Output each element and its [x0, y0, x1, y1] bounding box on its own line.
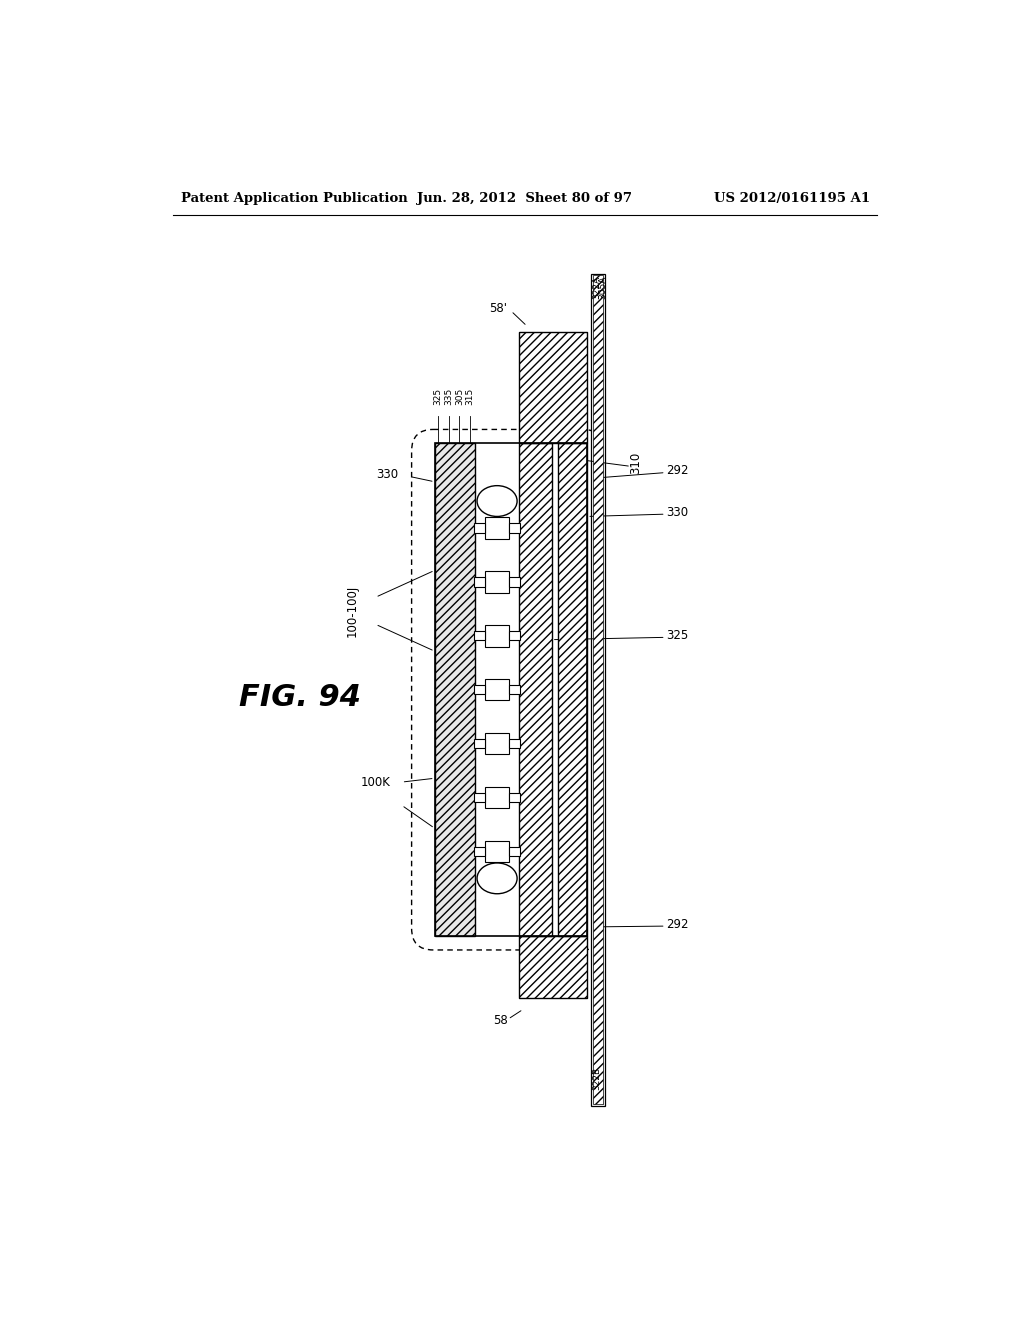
Bar: [591, 275, 605, 1106]
Bar: [484, 678, 509, 701]
Bar: [519, 331, 587, 444]
Bar: [484, 626, 509, 647]
Bar: [519, 444, 552, 936]
Bar: [474, 577, 520, 586]
Bar: [484, 678, 509, 701]
Bar: [474, 793, 520, 803]
Text: 292: 292: [666, 917, 688, 931]
Text: 322A: 322A: [593, 276, 601, 300]
Bar: [509, 524, 520, 533]
Bar: [519, 444, 552, 936]
Text: 325: 325: [666, 630, 688, 643]
Bar: [558, 444, 587, 936]
Text: FIG. 94: FIG. 94: [239, 682, 361, 711]
Bar: [474, 685, 520, 694]
Text: 58: 58: [493, 1014, 508, 1027]
Bar: [475, 444, 519, 936]
Text: Patent Application Publication: Patent Application Publication: [180, 191, 408, 205]
Bar: [558, 444, 587, 936]
Bar: [519, 936, 587, 998]
Bar: [474, 685, 484, 694]
Bar: [509, 739, 520, 748]
Bar: [474, 577, 484, 586]
Bar: [519, 331, 587, 444]
Text: 292: 292: [666, 463, 688, 477]
Bar: [474, 739, 520, 748]
Text: Jun. 28, 2012  Sheet 80 of 97: Jun. 28, 2012 Sheet 80 of 97: [418, 191, 632, 205]
Bar: [474, 631, 484, 640]
Bar: [484, 517, 509, 539]
Bar: [484, 787, 509, 808]
Text: 58': 58': [489, 302, 508, 315]
Bar: [474, 739, 484, 748]
Text: 305A: 305A: [599, 276, 607, 300]
Bar: [435, 444, 475, 936]
Bar: [484, 517, 509, 539]
Text: 335: 335: [444, 388, 453, 405]
Bar: [519, 936, 587, 998]
Bar: [509, 631, 520, 640]
Ellipse shape: [477, 863, 517, 894]
Bar: [484, 733, 509, 755]
Ellipse shape: [477, 486, 517, 516]
Bar: [474, 847, 520, 855]
Text: 315: 315: [466, 388, 475, 405]
Text: 100-100J: 100-100J: [345, 585, 358, 638]
Text: 322B: 322B: [593, 1067, 601, 1090]
Bar: [509, 847, 520, 855]
Bar: [484, 787, 509, 808]
Text: 330: 330: [377, 467, 398, 480]
Bar: [593, 276, 603, 1104]
Bar: [474, 847, 484, 855]
Text: 310: 310: [630, 451, 642, 474]
Bar: [474, 524, 484, 533]
Bar: [435, 444, 587, 936]
Bar: [509, 577, 520, 586]
Bar: [484, 841, 509, 862]
Bar: [484, 733, 509, 755]
Bar: [509, 685, 520, 694]
Text: US 2012/0161195 A1: US 2012/0161195 A1: [714, 191, 869, 205]
Bar: [484, 572, 509, 593]
Bar: [435, 444, 475, 936]
Bar: [509, 793, 520, 803]
Text: 325: 325: [433, 388, 442, 405]
Bar: [484, 626, 509, 647]
Bar: [474, 524, 520, 533]
Bar: [484, 572, 509, 593]
Bar: [474, 793, 484, 803]
Text: 100K: 100K: [360, 776, 391, 788]
Bar: [484, 841, 509, 862]
Text: 330: 330: [666, 506, 688, 519]
Text: 305: 305: [455, 388, 464, 405]
Bar: [474, 631, 520, 640]
